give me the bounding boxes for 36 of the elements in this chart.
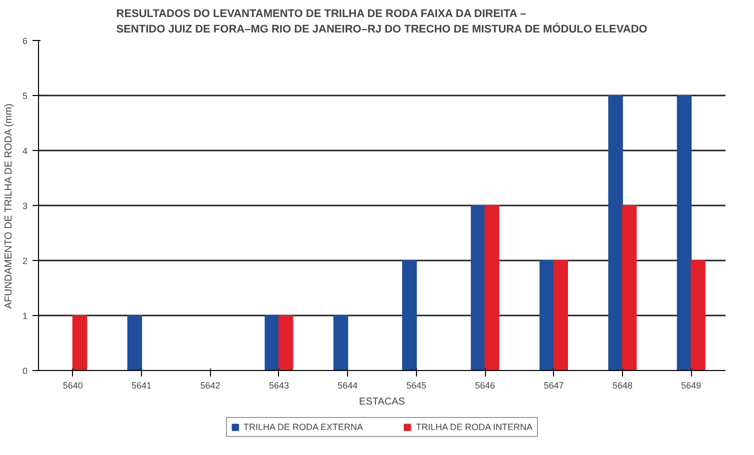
bar: [264, 315, 280, 370]
x-tick-label: 5640: [62, 380, 83, 390]
bar: [127, 315, 142, 370]
legend-label: TRILHA DE RODA EXTERNA: [243, 422, 363, 432]
chart-title: RESULTADOS DO LEVANTAMENTO DE TRILHA DE RODA FAIXA DA DIREITA – SENTIDO JUIZ DE FORA–MG RIO DE JANEIRO–RJ DO TRECHO DE MISTURA DE MÓDULO ELEVADO: [116, 8, 648, 36]
y-tick-label: 0: [22, 366, 28, 376]
bar: [470, 205, 486, 370]
y-axis-title: AFUNDAMENTO DE TRILHA DE RODA (mm): [3, 104, 14, 309]
x-axis-title: ESTACAS: [359, 396, 406, 408]
x-tick-label: 5645: [406, 380, 426, 390]
y-tick-label: 5: [22, 91, 28, 101]
x-tick-label: 5642: [200, 380, 220, 390]
bar: [622, 205, 637, 370]
bar: [278, 315, 294, 370]
y-tick-label: 4: [22, 146, 28, 156]
y-tick-label: 1: [22, 311, 28, 321]
bar: [402, 260, 417, 370]
y-tick-label: 6: [22, 36, 28, 46]
bar: [72, 315, 88, 370]
bar: [676, 95, 692, 370]
bar: [553, 260, 568, 370]
bar: [608, 95, 623, 370]
y-tick-label: 3: [22, 201, 28, 211]
bar: [484, 205, 500, 370]
x-tick-label: 5644: [338, 380, 358, 390]
x-tick-label: 5641: [132, 380, 152, 390]
x-tick-label: 5647: [544, 380, 564, 390]
x-tick-label: 5646: [475, 380, 496, 390]
x-tick-label: 5648: [612, 380, 632, 390]
bar: [540, 260, 554, 370]
bar: [690, 260, 706, 370]
y-tick-label: 2: [22, 256, 28, 266]
x-tick-label: 5649: [681, 380, 702, 390]
bar: [333, 315, 348, 370]
legend-label: TRILHA DE RODA INTERNA: [416, 422, 533, 432]
x-tick-label: 5643: [268, 380, 289, 390]
